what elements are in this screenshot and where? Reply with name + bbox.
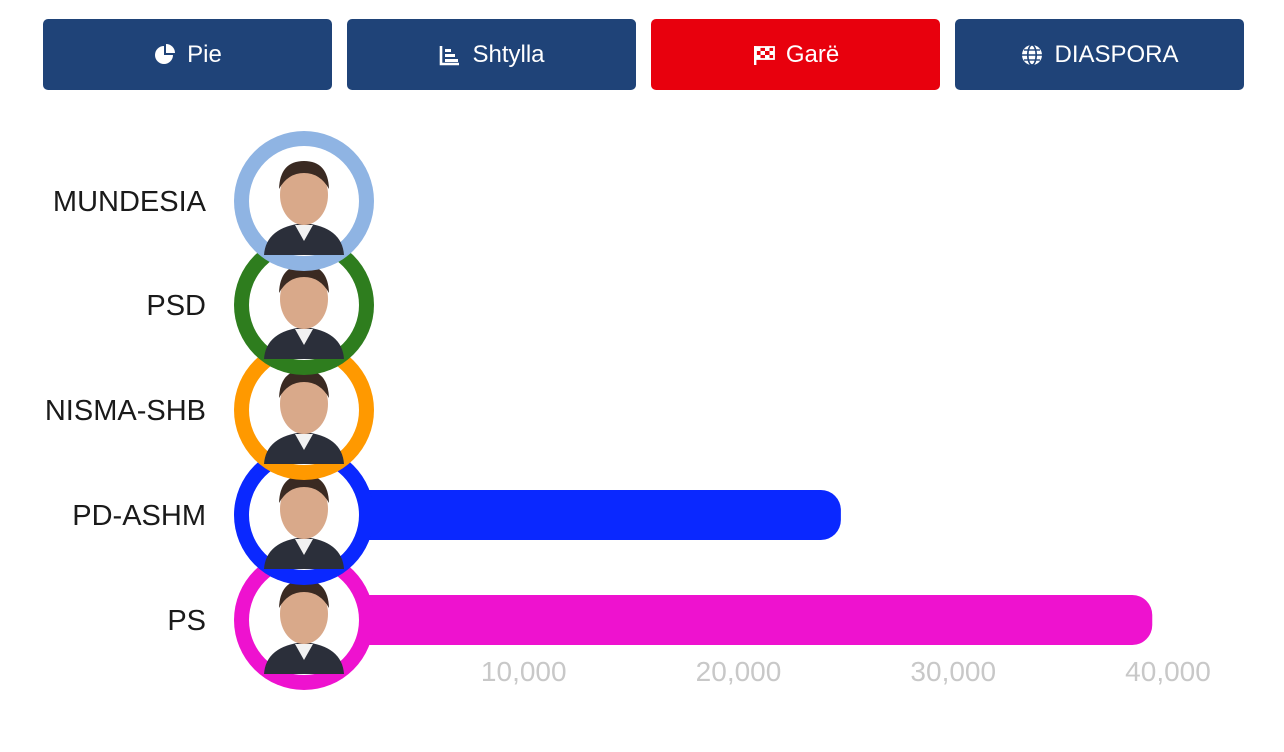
tab-pie-label: Pie — [187, 40, 222, 68]
x-tick-label: 40,000 — [1125, 656, 1211, 687]
category-label-ps: PS — [167, 605, 206, 637]
tab-bar[interactable]: Shtylla — [347, 19, 636, 90]
tab-race[interactable]: Garë — [651, 19, 940, 90]
tab-race-label: Garë — [785, 40, 840, 68]
category-label-mundesia: MUNDESIA — [53, 186, 207, 218]
tab-diaspora-label: DIASPORA — [1054, 40, 1179, 68]
tab-diaspora[interactable]: DIASPORA — [955, 19, 1244, 90]
avatar-nisma-shb — [234, 340, 374, 480]
tab-bar-label: Shtylla — [472, 40, 545, 68]
avatar-ps — [234, 550, 374, 690]
bar-pd-ashm — [304, 490, 841, 540]
tab-pie[interactable]: Pie — [43, 19, 332, 90]
bar-chart-icon — [438, 43, 462, 67]
category-label-pd-ashm: PD-ASHM — [72, 500, 206, 532]
x-tick-label: 10,000 — [481, 656, 567, 687]
bar-ps — [304, 595, 1153, 645]
x-tick-label: 30,000 — [910, 656, 996, 687]
x-tick-label: 20,000 — [696, 656, 782, 687]
chart-type-tabs: Pie Shtylla Garë DIASPORA — [43, 19, 1244, 90]
category-label-nisma-shb: NISMA-SHB — [45, 395, 206, 427]
checkered-flag-icon — [752, 43, 776, 67]
pie-chart-icon — [153, 43, 177, 67]
avatar-psd — [234, 235, 374, 375]
globe-icon — [1020, 43, 1044, 67]
avatar-mundesia — [234, 131, 374, 271]
avatar-pd-ashm — [234, 445, 374, 585]
category-label-psd: PSD — [146, 290, 206, 322]
